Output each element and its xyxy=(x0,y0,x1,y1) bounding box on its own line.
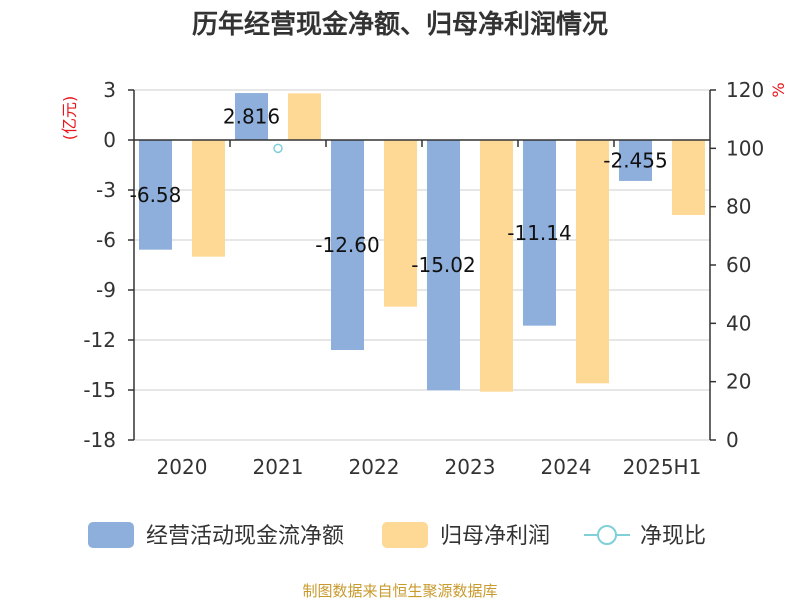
bar-cashflow-2025H1 xyxy=(619,140,652,181)
right-tick-label: 120 xyxy=(726,78,764,102)
source-note: 制图数据来自恒生聚源数据库 xyxy=(302,582,497,600)
left-tick-label: -18 xyxy=(83,428,116,452)
chart-title: 历年经营现金净额、归母净利润情况 xyxy=(192,9,608,40)
bar-netprofit-2023 xyxy=(480,140,513,392)
bar-cashflow-2020 xyxy=(139,140,172,250)
legend-ratio-swatch-marker xyxy=(597,525,617,545)
bar-netprofit-2021 xyxy=(288,93,321,140)
right-tick-label: 40 xyxy=(726,311,751,335)
legend-cashflow-swatch xyxy=(88,522,134,548)
left-tick-label: -6 xyxy=(96,228,116,252)
right-tick-label: 60 xyxy=(726,253,751,277)
x-tick-label: 2021 xyxy=(253,455,304,479)
data-label: -11.14 xyxy=(507,221,571,245)
legend-netprofit-label: 归母净利润 xyxy=(440,524,550,549)
left-tick-label: -9 xyxy=(96,278,116,302)
data-label: -2.455 xyxy=(603,148,667,172)
data-label: -12.60 xyxy=(315,233,379,257)
x-tick-label: 2025H1 xyxy=(623,455,702,479)
right-tick-label: 80 xyxy=(726,195,751,219)
right-tick-label: 0 xyxy=(726,428,739,452)
legend: 经营活动现金流净额 归母净利润 净现比 xyxy=(88,522,706,549)
left-axis-unit: (亿元) xyxy=(60,96,79,141)
bar-cashflow-2022 xyxy=(331,140,364,350)
right-tick-label: 20 xyxy=(726,370,751,394)
bar-netprofit-2022 xyxy=(384,140,417,307)
x-tick-label: 2023 xyxy=(445,455,496,479)
left-tick-label: 0 xyxy=(103,128,116,152)
bar-cashflow-2024 xyxy=(523,140,556,326)
bar-netprofit-2024 xyxy=(576,140,609,384)
ratio-line xyxy=(273,143,283,154)
left-tick-label: -3 xyxy=(96,178,116,202)
x-tick-label: 2020 xyxy=(157,455,208,479)
left-tick-label: -12 xyxy=(83,328,116,352)
data-label: -6.58 xyxy=(130,183,182,207)
right-axis-unit: % xyxy=(769,82,788,97)
x-tick-label: 2024 xyxy=(541,455,592,479)
legend-netprofit-swatch xyxy=(382,522,428,548)
bars xyxy=(139,93,705,392)
bar-netprofit-2020 xyxy=(192,140,225,257)
right-tick-label: 100 xyxy=(726,136,764,160)
left-tick-label: 3 xyxy=(103,78,116,102)
data-label: -15.02 xyxy=(411,253,475,277)
bar-netprofit-2025H1 xyxy=(672,140,705,215)
bar-cashflow-2021 xyxy=(235,93,268,140)
ratio-marker-2021 xyxy=(273,143,283,154)
left-tick-label: -15 xyxy=(83,378,116,402)
bar-cashflow-2023 xyxy=(427,140,460,391)
legend-ratio-label: 净现比 xyxy=(640,524,706,549)
axes: 3 0 -3 -6 -9 -12 -15 -18 120 100 80 60 40 20 0 2020 2021… xyxy=(83,78,764,479)
data-label: 2.816 xyxy=(223,105,280,129)
legend-cashflow-label: 经营活动现金流净额 xyxy=(146,524,344,549)
data-labels: -6.58 2.816 -12.60 -15.02 -11.14 -2.455 xyxy=(130,105,668,278)
x-tick-label: 2022 xyxy=(349,455,400,479)
